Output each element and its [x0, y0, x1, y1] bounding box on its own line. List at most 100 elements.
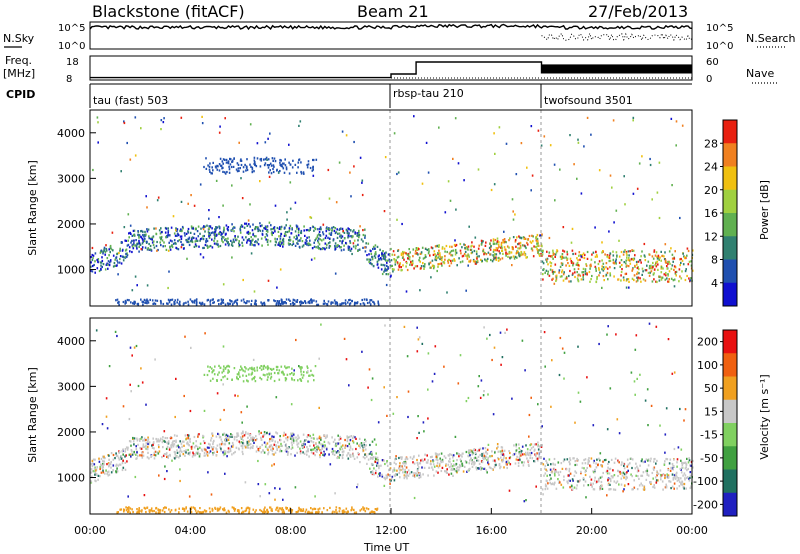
power-point-2184 [326, 303, 329, 306]
velocity-point-1368 [566, 480, 568, 483]
velocity-point-1308 [133, 443, 135, 446]
velocity-point-1622 [133, 450, 135, 454]
power-point-1052 [612, 261, 615, 264]
velocity-point-1106 [571, 488, 574, 491]
power-point-1560 [128, 236, 130, 239]
power-point-1375 [245, 236, 247, 239]
power-point-1070 [363, 228, 366, 231]
velocity-point-1309 [100, 463, 102, 466]
velocity-point-2244 [348, 384, 350, 387]
power-point-567 [395, 259, 397, 262]
power-point-1532 [328, 246, 330, 249]
power-point-775 [345, 228, 348, 231]
power-point-2140 [330, 302, 332, 305]
velocity-point-1608 [152, 442, 155, 445]
velocity-point-68 [660, 478, 662, 481]
power-point-2101 [174, 299, 176, 302]
power-point-1524 [549, 255, 552, 258]
power-point-145 [534, 245, 537, 249]
velocity-point-1496 [120, 457, 123, 460]
power-point-1138 [437, 253, 439, 256]
power-point-1578 [289, 224, 292, 227]
power-point-721 [606, 254, 609, 257]
power-point-2259 [91, 246, 94, 250]
power-point-1855 [220, 164, 223, 167]
velocity-point-1936 [314, 365, 317, 368]
power-point-849 [635, 260, 638, 264]
velocity-point-680 [469, 454, 471, 457]
power-point-512 [572, 272, 574, 275]
power-point-863 [374, 251, 377, 254]
power-point-2467 [430, 276, 432, 279]
velocity-point-2279 [492, 413, 495, 416]
velocity-point-1323 [408, 472, 411, 475]
velocity-point-2171 [125, 509, 128, 512]
power-point-1489 [244, 222, 246, 225]
power-point-2320 [156, 199, 159, 202]
velocity-point-1317 [292, 441, 295, 444]
power-point-1026 [177, 248, 180, 251]
velocity-point-1067 [174, 453, 176, 456]
power-point-252 [434, 256, 437, 259]
power-point-617 [606, 267, 609, 270]
velocity-point-2250 [141, 381, 144, 384]
velocity-point-1959 [263, 364, 265, 367]
power-point-2437 [656, 191, 659, 194]
velocity-point-2227 [254, 369, 256, 372]
velocity-point-2097 [236, 509, 239, 513]
velocity-point-133 [292, 432, 294, 435]
power-point-890 [508, 251, 511, 254]
velocity-point-711 [686, 469, 688, 472]
power-point-372 [157, 248, 159, 252]
power-point-430 [386, 261, 388, 264]
power-point-288 [261, 224, 263, 227]
power-point-2104 [311, 299, 313, 302]
power-point-1324 [129, 250, 131, 253]
velocity-point-832 [458, 455, 460, 458]
velocity-point-449 [407, 474, 410, 477]
power-point-1600 [227, 226, 230, 229]
velocity-point-1692 [273, 453, 275, 456]
power-point-237 [430, 266, 432, 269]
velocity-point-787 [503, 454, 505, 457]
velocity-point-1307 [645, 478, 648, 481]
velocity-point-1161 [247, 443, 250, 446]
power-point-674 [349, 249, 352, 252]
velocity-point-2369 [465, 400, 468, 403]
power-point-2070 [152, 302, 154, 305]
velocity-point-617 [538, 451, 540, 454]
velocity-point-46 [393, 467, 396, 470]
velocity-point-1764 [454, 464, 456, 467]
velocity-point-1738 [657, 472, 659, 475]
velocity-point-1882 [286, 366, 288, 369]
power-point-18 [273, 228, 276, 231]
power-point-1966 [173, 301, 175, 304]
power-point-2095 [192, 300, 194, 303]
velocity-point-2377 [416, 437, 418, 440]
power-point-2332 [361, 181, 363, 184]
velocity-point-2310 [199, 446, 201, 449]
power-point-1756 [574, 252, 577, 255]
power-point-1512 [325, 234, 328, 237]
power-point-1266 [489, 242, 491, 245]
power-point-2055 [296, 299, 299, 302]
velocity-point-1829 [241, 368, 243, 371]
power-point-1118 [628, 254, 630, 257]
velocity-point-2329 [559, 336, 562, 340]
velocity-point-864 [358, 437, 361, 440]
velocity-point-656 [389, 482, 391, 485]
power-point-2204 [220, 298, 223, 301]
power-point-2260 [193, 204, 196, 207]
velocity-point-1461 [237, 447, 240, 450]
power-point-102 [448, 252, 451, 255]
velocity-point-1295 [290, 432, 292, 435]
velocity-point-1285 [419, 474, 422, 477]
power-point-1421 [94, 252, 97, 255]
power-point-2445 [353, 165, 355, 168]
velocity-point-1343 [367, 458, 370, 461]
power-point-1502 [590, 263, 592, 266]
velocity-point-1093 [206, 454, 209, 457]
power-point-783 [648, 267, 651, 270]
velocity-point-2397 [114, 330, 117, 333]
power-point-1279 [155, 244, 158, 248]
